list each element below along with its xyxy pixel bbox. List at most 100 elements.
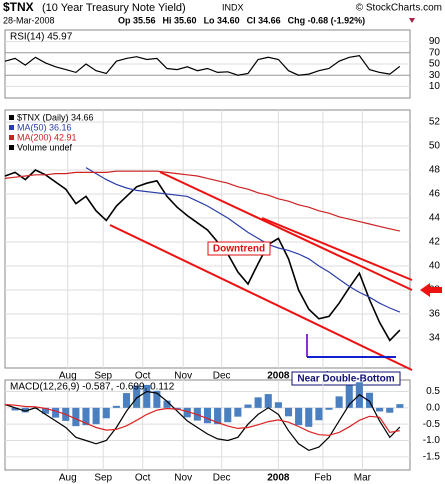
histogram-bar	[254, 397, 262, 408]
exchange: INDX	[222, 2, 244, 12]
x-tick-label: Oct	[135, 473, 151, 484]
x-tick-label: Aug	[59, 371, 77, 382]
histogram-bar	[274, 402, 282, 408]
series-line	[4, 170, 401, 232]
histogram-bar	[203, 407, 212, 424]
histogram-bar	[72, 407, 80, 427]
x-tick-label: Dec	[213, 473, 231, 484]
histogram-bar	[284, 407, 293, 417]
histogram-bar	[41, 407, 50, 414]
middle-trendline	[261, 217, 413, 281]
x-tick-label: 2008	[267, 473, 290, 484]
x-tick-label: Sep	[94, 473, 112, 484]
annotation-box	[291, 371, 401, 386]
histogram-bar	[396, 404, 404, 408]
x-tick-label: Nov	[174, 473, 192, 484]
quote-item: Op 35.56	[118, 15, 156, 25]
y-tick-label: 52	[429, 117, 441, 128]
quote-item: Chg -0.68 (-1.92%)	[288, 15, 366, 25]
upper-trendline	[159, 171, 413, 291]
y-tick-label: 44	[429, 213, 441, 224]
x-tick-label: Aug	[59, 473, 77, 484]
series-line	[4, 54, 401, 76]
y-tick-label: 10	[429, 81, 441, 92]
x-tick-label: Feb	[314, 473, 332, 484]
y-tick-label: -1.5	[423, 452, 441, 463]
quote-item: Lo 34.60	[204, 15, 240, 25]
histogram-bar	[153, 390, 161, 408]
histogram-bar	[183, 407, 191, 418]
legend-entry: MA(200) 42.91	[17, 132, 77, 142]
histogram-bar	[214, 407, 222, 425]
y-tick-label: 48	[429, 165, 441, 176]
y-tick-label: 30	[429, 70, 441, 81]
histogram-bar	[112, 405, 120, 408]
lower-trendline	[109, 224, 413, 371]
histogram-bar	[52, 407, 60, 418]
histogram-bar	[244, 404, 252, 408]
legend-swatch	[9, 115, 14, 120]
series-line	[4, 169, 401, 342]
legend-swatch	[9, 145, 14, 150]
quote-item: Hi 35.60	[163, 15, 197, 25]
credit: © StockCharts.com	[356, 3, 442, 14]
legend-entry: Volume undef	[17, 142, 73, 152]
y-tick-label: 50	[429, 59, 441, 70]
y-tick-label: 50	[429, 141, 441, 152]
histogram-bar	[21, 407, 29, 413]
panel-title: MACD(12,26,9) -0.587, -0.699, 0.112	[10, 382, 175, 393]
histogram-bar	[82, 407, 90, 426]
y-tick-label: -1.0	[423, 435, 441, 446]
y-tick-label: 70	[429, 47, 441, 58]
legend-entry: MA(50) 36.16	[17, 122, 72, 132]
y-tick-label: 36	[429, 309, 441, 320]
histogram-bar	[11, 407, 19, 411]
y-tick-label: 90	[429, 36, 441, 47]
histogram-bar	[234, 407, 242, 417]
y-tick-label: 34	[429, 333, 441, 344]
histogram-bar	[325, 407, 333, 410]
symbol: $TNX	[3, 0, 34, 14]
histogram-bar	[122, 393, 131, 408]
quote: Op 35.56 Hi 35.60 Lo 34.60 Cl 34.66 Chg -0.6…	[118, 15, 365, 25]
y-tick-label: 42	[429, 237, 441, 248]
series-line	[4, 390, 401, 452]
y-tick-label: 46	[429, 189, 441, 200]
series-line	[85, 167, 401, 313]
legend-swatch	[9, 125, 14, 130]
annotation: Near Double-Bottom	[297, 374, 394, 385]
histogram-bar	[376, 407, 384, 412]
x-tick-label: Oct	[135, 371, 151, 382]
histogram-bar	[305, 407, 313, 427]
quote-item: Cl 34.66	[247, 15, 281, 25]
legend-swatch	[9, 135, 14, 140]
panel-title: RSI(14) 45.97	[10, 32, 73, 43]
down-arrow	[409, 18, 415, 23]
histogram-bar	[143, 384, 151, 408]
histogram-bar	[365, 392, 374, 408]
histogram-bar	[345, 385, 353, 408]
histogram-bar	[163, 400, 171, 408]
histogram-bar	[133, 385, 141, 408]
histogram-bar	[264, 394, 272, 408]
y-tick-label: -0.5	[423, 419, 441, 430]
y-tick-label: 40	[429, 261, 441, 272]
histogram-bar	[335, 396, 343, 408]
y-tick-label: 0.5	[426, 386, 440, 397]
x-tick-label: Mar	[354, 473, 372, 484]
pointer-arrow	[420, 283, 442, 297]
series-line	[4, 403, 400, 436]
x-tick-label: Nov	[174, 371, 192, 382]
histogram-bar	[92, 407, 100, 425]
date: 28-Mar-2008	[3, 15, 55, 25]
histogram-bar	[295, 407, 303, 426]
x-tick-label: Dec	[213, 371, 231, 382]
x-tick-label: Sep	[94, 371, 112, 382]
annotation-box	[207, 241, 271, 256]
x-tick-label: 2008	[267, 371, 290, 382]
y-tick-label: 0.0	[426, 402, 440, 413]
histogram-bar	[315, 407, 323, 421]
histogram-bar	[224, 407, 232, 423]
